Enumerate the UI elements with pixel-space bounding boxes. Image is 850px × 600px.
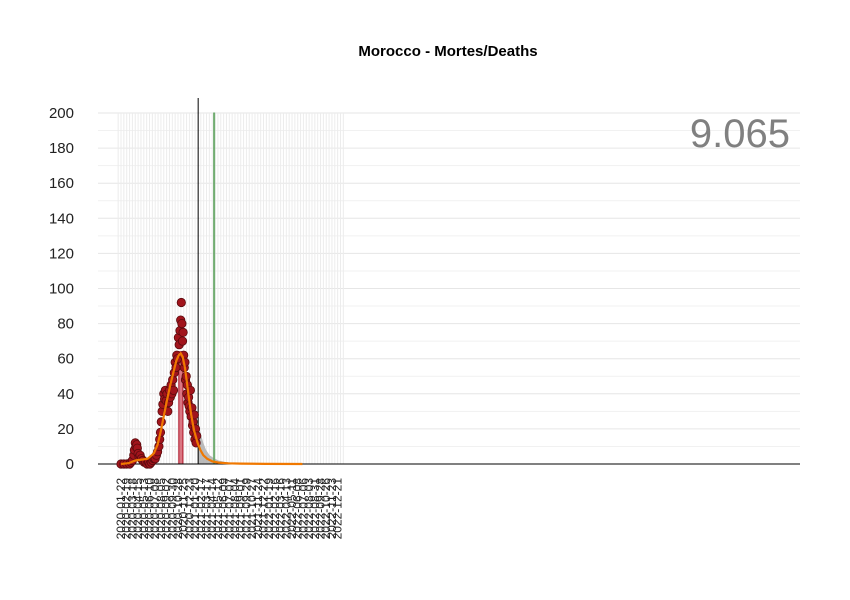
y-tick-label: 60 [57,351,74,368]
x-tick-label: 2021-11-24 [251,478,265,539]
x-tick-label: 2021-01-20 [188,478,202,540]
total-deaths-label: 9.065 [690,112,790,156]
x-tick-label: 2020-01-22 [114,478,128,540]
x-tick-label: 2022-05-11 [285,478,299,539]
x-tick-label: 2020-02-19 [120,478,134,540]
x-tick-label: 2022-09-28 [314,478,328,540]
x-tick-label: 2020-10-28 [171,478,185,540]
x-tick-label: 2020-09-30 [165,478,179,540]
x-tick-label: 2020-05-13 [137,478,151,540]
x-tick-label: 2022-07-06 [296,478,310,540]
y-tick-label: 100 [49,281,74,298]
x-tick-label: 2020-11-25 [177,478,191,539]
y-tick-labels: 0 20 40 60 80 100 120 140 160 180 200 [49,105,74,473]
x-tick-label: 2022-06-08 [291,478,305,540]
x-tick-label: 2021-02-17 [194,478,208,540]
y-tick-label: 160 [49,175,74,192]
x-tick-label: 2020-04-15 [131,478,145,540]
y-tick-label: 180 [49,140,74,157]
x-tick-label: 2022-12-21 [331,478,345,540]
axes [98,98,800,465]
x-tick-label: 2021-09-29 [239,478,253,540]
data-point [178,327,188,337]
y-tick-label: 200 [49,105,74,122]
chart-title: Morocco - Mortes/Deaths [358,43,537,60]
x-tick-label: 2021-06-09 [217,478,231,540]
y-tick-label: 80 [57,316,74,333]
y-tick-label: 20 [57,421,74,438]
x-tick-label: 2022-01-19 [262,478,276,540]
y-tick-label: 40 [57,386,74,403]
x-tick-label: 2022-04-13 [279,478,293,540]
x-tick-label: 2021-12-22 [257,478,271,540]
x-tick-label: 2021-09-01 [234,478,248,540]
y-tick-label: 120 [49,245,74,262]
x-tick-label: 2021-03-17 [200,478,214,540]
x-tick-label: 2022-11-23 [325,478,339,539]
data-point [176,297,186,308]
x-tick-label: 2022-08-03 [302,478,316,540]
x-tick-label: 2021-05-12 [211,478,225,540]
y-tick-label: 0 [66,456,74,473]
data-point [177,336,188,346]
fitted-curve [120,351,303,466]
curves [120,351,303,466]
marker-band [213,112,216,465]
y-tick-label: 140 [49,210,74,227]
data-point [177,318,187,329]
x-tick-label: 2021-04-14 [205,478,219,540]
x-tick-label: 2021-07-07 [222,478,236,540]
x-tick-label: 2020-08-05 [154,478,168,540]
x-tick-label: 2020-12-23 [182,478,196,540]
x-tick-label: 2020-07-08 [148,478,162,540]
x-tick-label: 2020-03-18 [125,478,139,540]
x-tick-label: 2020-06-10 [143,478,157,540]
x-tick-label: 2022-10-26 [319,478,333,540]
grid-lines [98,112,800,465]
x-tick-label: 2022-02-16 [268,478,282,540]
x-tick-label: 2022-08-31 [308,478,322,540]
x-tick-label: 2021-08-04 [228,478,242,540]
x-tick-label: 2020-09-02 [160,478,174,540]
x-tick-label: 2021-10-27 [245,478,259,540]
x-tick-label: 2022-03-16 [274,478,288,540]
x-tick-labels: 2020-01-222020-02-192020-03-182020-04-15… [114,478,345,540]
